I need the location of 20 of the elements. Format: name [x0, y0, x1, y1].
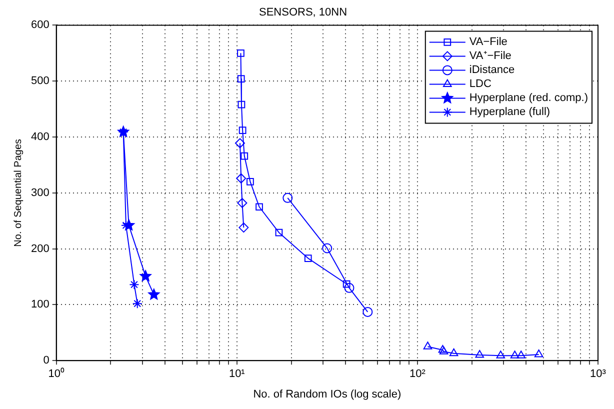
- y-tick-label: 200: [30, 242, 50, 255]
- legend-label: VA−File: [469, 36, 508, 48]
- legend-label: iDistance: [469, 64, 515, 76]
- x-tick-label: 10¹: [228, 368, 246, 380]
- x-tick-label: 10⁰: [48, 367, 64, 380]
- legend-label: Hyperplane (full): [469, 106, 550, 118]
- y-tick-label: 100: [30, 298, 50, 311]
- x-tick-label: 10²: [410, 368, 426, 380]
- x-axis-title: No. of Random IOs (log scale): [253, 388, 402, 400]
- legend-label: LDC: [469, 78, 492, 90]
- y-tick-label: 0: [43, 354, 50, 367]
- legend-label: VA⁺−File: [469, 50, 512, 62]
- y-tick-label: 500: [30, 75, 50, 88]
- y-tick-label: 600: [30, 19, 50, 32]
- y-tick-label: 300: [30, 186, 50, 199]
- x-tick-label: 10³: [590, 368, 606, 380]
- y-axis-title: No. of Sequential Pages: [12, 138, 24, 247]
- legend-label: Hyperplane (red. comp.): [469, 92, 588, 104]
- chart-title: SENSORS, 10NN: [258, 6, 348, 19]
- y-tick-label: 400: [30, 131, 50, 144]
